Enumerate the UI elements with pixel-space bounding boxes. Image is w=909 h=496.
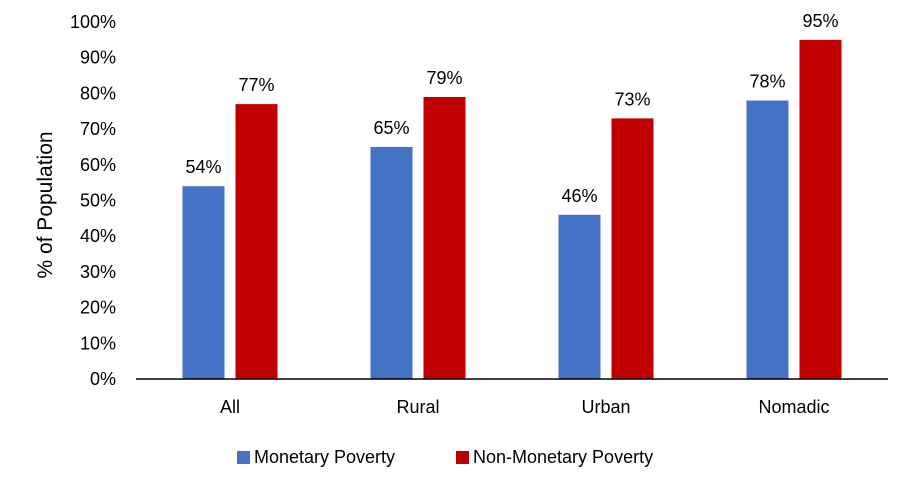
bar-non-monetary-poverty-all (235, 104, 278, 380)
y-tick-label: 100% (70, 12, 116, 32)
x-category-label: Nomadic (758, 397, 829, 417)
bar-monetary-poverty-urban (558, 214, 601, 379)
y-axis-ticks: 0% 10% 20% 30% 40% 50% 60% 70% 80% 90% 100% (70, 12, 116, 389)
legend: Monetary Poverty Non-Monetary Poverty (237, 447, 653, 467)
y-tick-label: 10% (80, 333, 116, 353)
y-tick-label: 0% (90, 369, 116, 389)
data-label: 54% (185, 157, 221, 177)
y-tick-label: 70% (80, 119, 116, 139)
bar-non-monetary-poverty-rural (423, 96, 466, 379)
y-tick-label: 90% (80, 48, 116, 68)
y-tick-label: 30% (80, 262, 116, 282)
bar-non-monetary-poverty-urban (611, 118, 654, 379)
data-label: 78% (749, 72, 785, 92)
legend-label: Monetary Poverty (254, 447, 395, 467)
bar-non-monetary-poverty-nomadic (799, 39, 842, 379)
legend-label: Non-Monetary Poverty (473, 447, 653, 467)
x-category-label: All (220, 397, 240, 417)
data-label: 46% (561, 186, 597, 206)
x-category-label: Rural (396, 397, 439, 417)
data-label: 79% (426, 68, 462, 88)
data-label: 95% (802, 11, 838, 31)
data-label: 77% (238, 75, 274, 95)
bar-monetary-poverty-rural (370, 146, 413, 379)
data-label: 65% (373, 118, 409, 138)
x-category-label: Urban (581, 397, 630, 417)
bars (182, 39, 842, 380)
data-label: 73% (614, 89, 650, 109)
x-axis-labels: All Rural Urban Nomadic (220, 397, 830, 417)
y-tick-label: 40% (80, 226, 116, 246)
y-axis-title: % of Population (34, 131, 57, 278)
bar-monetary-poverty-all (182, 186, 225, 379)
y-tick-label: 80% (80, 83, 116, 103)
data-labels: 54% 77% 65% 79% 46% 73% 78% 95% (185, 11, 838, 206)
legend-swatch (237, 451, 250, 464)
y-tick-label: 60% (80, 155, 116, 175)
y-tick-label: 50% (80, 191, 116, 211)
y-tick-label: 20% (80, 298, 116, 318)
legend-swatch (456, 451, 469, 464)
bar-monetary-poverty-nomadic (746, 100, 789, 379)
